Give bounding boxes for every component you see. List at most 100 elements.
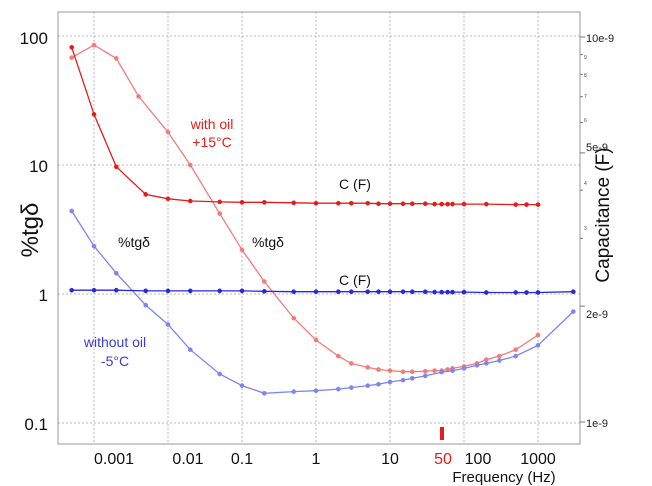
ticks (580, 36, 585, 423)
y2-tick-label-10e-9: 10e-9 (586, 33, 614, 45)
series-2-point (461, 366, 467, 371)
series-2-point (450, 368, 455, 373)
frequency-marker-label: 50 (434, 451, 452, 468)
series-0-point (113, 56, 119, 61)
series-2-point (496, 358, 502, 363)
series-2-point (513, 353, 519, 359)
series-3-point (524, 290, 529, 295)
series-2-point (365, 383, 371, 388)
series-1-point (409, 201, 415, 207)
y2-minor-tick-7: 7 (584, 94, 587, 100)
series-3-point (91, 287, 97, 293)
series-1-point (165, 196, 171, 202)
y2-minor-tick-8: 8 (584, 73, 587, 79)
series-1-point (291, 200, 297, 206)
series-3-point (376, 289, 381, 295)
x-tick-label-1000: 1000 (520, 451, 556, 468)
series-1-point (524, 202, 529, 207)
series-1-point (445, 201, 450, 207)
x-tick-label-100: 100 (465, 451, 492, 468)
series-2-point (91, 243, 97, 249)
series-1-point (513, 202, 519, 207)
y-tick-label-10: 10 (29, 157, 48, 176)
series-1-point (335, 200, 341, 206)
series-2-point (409, 375, 415, 381)
series-2-point (335, 386, 341, 392)
series-0-point (313, 337, 319, 343)
annotation-without-oil-temp: -5°C (101, 353, 129, 369)
series-1-point (143, 192, 149, 197)
series-3-point (535, 290, 541, 295)
series-0-point (422, 368, 428, 374)
series-2-point (376, 381, 381, 387)
y2-minor-tick-4: 4 (584, 181, 587, 187)
series-0-point (335, 353, 341, 359)
series-2-point (165, 322, 171, 327)
annotation-tg-red: %tgδ (252, 234, 284, 250)
series-3-point (239, 288, 245, 294)
x-tick-label-0.1: 0.1 (231, 451, 253, 468)
x-tick-label-10: 10 (381, 451, 399, 468)
series-1-point (387, 201, 393, 207)
series-0-point (376, 367, 381, 372)
series-1-point (313, 200, 319, 206)
series-0-line (71, 44, 539, 373)
series-3-point (513, 290, 519, 295)
frequency-marker (440, 427, 444, 440)
series-3-point (461, 289, 467, 295)
series-2-point (400, 377, 406, 383)
series-1-point (69, 44, 75, 50)
series-2-point (313, 388, 319, 394)
series-0-point (400, 369, 406, 375)
annotation-tg-blue: %tgδ (118, 234, 150, 250)
series-layer (69, 42, 576, 396)
series-1-point (400, 201, 406, 207)
series-0-point (91, 42, 97, 48)
series-1-point (113, 164, 119, 170)
y-tick-label-100: 100 (20, 29, 48, 48)
x-tick-label-0.01: 0.01 (172, 451, 203, 468)
x-axis-label: Frequency (Hz) (452, 469, 555, 486)
series-3-point (483, 290, 489, 295)
series-0-point (261, 279, 267, 284)
series-3-point (187, 288, 193, 294)
series-0-point (409, 369, 415, 375)
series-1-point (187, 198, 193, 204)
annotation-with-oil: with oil (190, 116, 234, 132)
series-0-point (291, 315, 297, 321)
series-0-point (535, 332, 541, 338)
series-1-line (71, 47, 538, 206)
series-3-point (69, 287, 75, 293)
series-3-point (422, 289, 428, 295)
series-2-point (570, 309, 576, 314)
series-3-point (445, 289, 450, 295)
y2-tick-label-2e-9: 2e-9 (586, 309, 608, 321)
annotation-cap-blue: C (F) (339, 272, 371, 288)
series-3-point (387, 289, 393, 295)
series-1-point (432, 201, 437, 207)
series-2-point (69, 208, 75, 214)
series-1-point (365, 200, 371, 206)
series-0-point (69, 55, 75, 60)
series-3-point (143, 288, 149, 294)
series-1-point (239, 199, 245, 205)
x-tick-label-1: 1 (312, 451, 321, 468)
series-2-point (535, 342, 541, 348)
series-2-point (217, 371, 223, 377)
series-0-point (165, 129, 171, 135)
series-1-point (91, 111, 97, 117)
series-3-point (291, 289, 297, 295)
series-3-point (335, 289, 341, 295)
series-3-point (217, 288, 223, 294)
series-1-point (483, 201, 489, 207)
series-2-point (291, 389, 297, 394)
series-1-point (439, 201, 445, 207)
y2-minor-tick-9: 9 (584, 55, 587, 61)
series-3-point (450, 289, 455, 295)
series-0-point (348, 361, 354, 366)
series-0-point (239, 247, 245, 253)
series-2-point (348, 385, 354, 390)
series-2-point (422, 373, 428, 379)
series-1-point (261, 199, 267, 205)
